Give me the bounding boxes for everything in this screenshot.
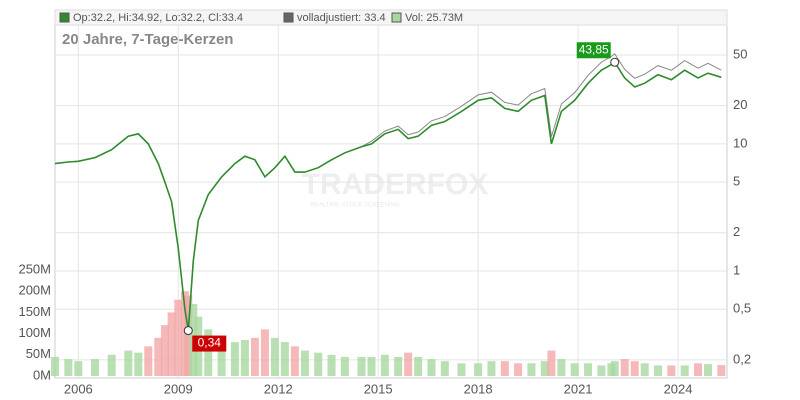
volume-bar [314, 352, 323, 376]
volume-bar [570, 363, 579, 376]
volume-bar [717, 365, 726, 376]
legend: Op:32.2, Hi:34.92, Lo:32.2, Cl:33.4 volla… [54, 9, 728, 26]
volume-bar [694, 363, 703, 376]
x-tick-label: 2015 [364, 381, 393, 396]
volume-bar [620, 359, 629, 376]
extreme-marker [610, 57, 620, 67]
volume-bar [514, 363, 523, 376]
volume-bar [630, 361, 639, 376]
volume-bar [260, 329, 269, 376]
y2-tick-label: 100M [18, 325, 51, 340]
volume-bar [584, 363, 593, 376]
volume-bar [654, 365, 663, 376]
volume-bar [124, 350, 133, 376]
volume-bar [74, 361, 83, 376]
volume-bar [327, 354, 336, 376]
volume-bar [300, 350, 309, 376]
volume-bar [557, 359, 566, 376]
volume-bar [204, 329, 213, 376]
volume-bar [487, 361, 496, 376]
legend-label: volladjustiert: 33.4 [297, 12, 386, 24]
volume-bar [380, 354, 389, 376]
extreme-marker [183, 326, 193, 336]
volume-bar [64, 359, 73, 376]
legend-bar [54, 9, 728, 26]
y-tick-label: 5 [733, 174, 740, 189]
volume-bar [184, 295, 193, 376]
volume-bar [154, 337, 163, 376]
x-tick-label: 2018 [464, 381, 493, 396]
value-label: 0,34 [198, 336, 222, 350]
volume-bar [440, 361, 449, 376]
volume-bar [340, 356, 349, 376]
volume-bar [394, 356, 403, 376]
y2-tick-label: 0M [33, 367, 51, 382]
volume-bar [144, 346, 153, 376]
volume-bar [680, 365, 689, 376]
x-tick-label: 2024 [664, 381, 693, 396]
legend-label: Vol: 25.73M [405, 12, 463, 24]
volume-bar [51, 356, 59, 376]
value-label: 43,85 [579, 42, 609, 56]
y-tick-label: 2 [733, 224, 740, 239]
y-tick-label: 50 [733, 46, 747, 61]
x-tick-label: 2021 [564, 381, 593, 396]
legend-swatch [391, 12, 402, 23]
volume-bar [90, 359, 99, 376]
volume-bar [290, 346, 299, 376]
volume-bar [250, 337, 259, 376]
volume-bar [414, 356, 423, 376]
volume-bar [457, 363, 466, 376]
volume-bar [427, 359, 436, 376]
volume-bar [527, 363, 536, 376]
volume-bar [597, 365, 606, 376]
volume-bar [240, 339, 249, 376]
volume-bar [704, 364, 713, 376]
volume-bar [107, 354, 116, 376]
plot-frame [54, 9, 728, 379]
volume-bar [357, 356, 366, 376]
watermark: TRADERFOX [302, 168, 489, 201]
x-tick-label: 2009 [164, 381, 193, 396]
volume-bar [367, 356, 376, 376]
value-label-box [576, 42, 611, 59]
legend-swatch [59, 12, 70, 23]
volume-bar [404, 352, 413, 376]
legend-label: Op:32.2, Hi:34.92, Lo:32.2, Cl:33.4 [73, 12, 243, 24]
volume-bar [160, 325, 169, 376]
volume-bar [500, 361, 509, 376]
volume-bar [270, 337, 279, 376]
chart-title: 20 Jahre, 7-Tage-Kerzen [62, 31, 233, 48]
volume-bar [230, 342, 239, 376]
y2-tick-label: 50M [26, 346, 51, 361]
y2-tick-label: 250M [18, 261, 51, 276]
x-tick-label: 2012 [264, 381, 293, 396]
y-tick-label: 0,2 [733, 351, 751, 366]
y-tick-label: 20 [733, 97, 747, 112]
volume-bar [474, 363, 483, 376]
volume-bar [280, 342, 289, 376]
value-label-box [192, 335, 227, 352]
watermark-subtitle: REALTIME STOCK SCREENING [310, 203, 399, 209]
volume-bar [547, 350, 556, 376]
y-tick-label: 0,5 [733, 301, 751, 316]
y-tick-label: 1 [733, 262, 740, 277]
volume-bar [610, 361, 619, 376]
volume-bar [174, 299, 183, 376]
volume-bar [640, 363, 649, 376]
x-tick-label: 2006 [64, 381, 93, 396]
volume-bar [540, 361, 549, 376]
legend-swatch [283, 12, 294, 23]
y2-tick-label: 150M [18, 304, 51, 319]
volume-bar [667, 365, 676, 376]
y2-tick-label: 200M [18, 283, 51, 298]
volume-bar [217, 337, 226, 376]
volume-bar [167, 312, 176, 376]
volume-bar [134, 352, 143, 376]
y-tick-label: 10 [733, 135, 747, 150]
